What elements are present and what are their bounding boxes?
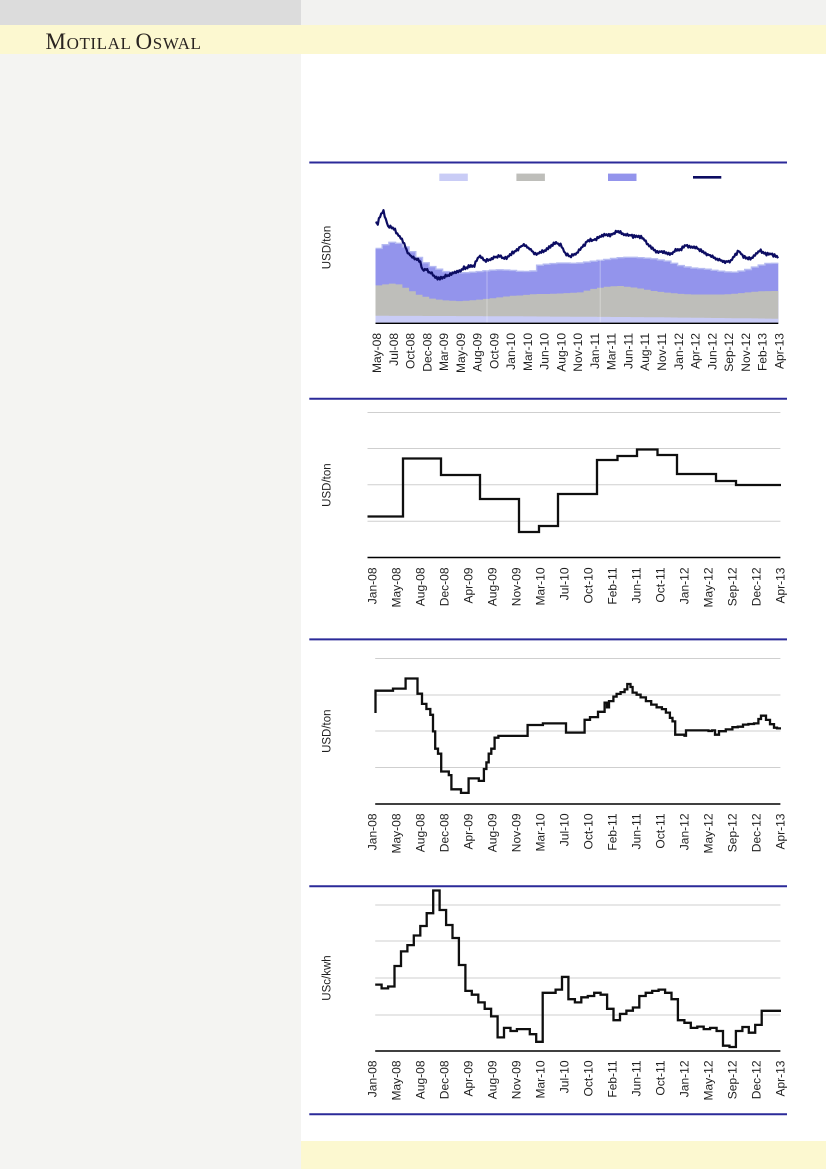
svg-text:Oct-10: Oct-10 (581, 1060, 595, 1096)
svg-text:Jan-12: Jan-12 (677, 813, 691, 850)
svg-text:Mar-11: Mar-11 (605, 333, 619, 370)
svg-text:Aug-09: Aug-09 (485, 813, 499, 852)
svg-text:Aug-09: Aug-09 (471, 333, 485, 372)
svg-text:Feb-13: Feb-13 (756, 333, 770, 371)
svg-text:Jul-10: Jul-10 (557, 1060, 571, 1093)
svg-text:Apr-13: Apr-13 (773, 567, 787, 603)
svg-text:USD/ton: USD/ton (322, 709, 334, 752)
svg-text:Dec-08: Dec-08 (437, 813, 451, 852)
svg-text:Dec-08: Dec-08 (437, 567, 451, 606)
svg-text:Apr-13: Apr-13 (773, 1060, 787, 1096)
svg-text:May-08: May-08 (389, 813, 403, 853)
svg-text:Sep-12: Sep-12 (722, 333, 736, 372)
svg-text:Jun-12: Jun-12 (705, 333, 719, 370)
svg-text:Jan-10: Jan-10 (504, 333, 518, 370)
svg-text:Mar-09: Mar-09 (437, 333, 451, 371)
svg-text:Dec-12: Dec-12 (749, 1060, 763, 1099)
svg-text:Aug-08: Aug-08 (413, 813, 427, 852)
svg-text:Aug-09: Aug-09 (485, 567, 499, 606)
svg-text:Jan-12: Jan-12 (677, 1060, 691, 1097)
svg-text:Apr-09: Apr-09 (461, 1060, 475, 1096)
svg-text:Nov-12: Nov-12 (739, 333, 753, 372)
svg-text:Dec-12: Dec-12 (749, 567, 763, 606)
svg-text:May-12: May-12 (701, 813, 715, 853)
svg-text:May-12: May-12 (701, 567, 715, 607)
svg-text:Oct-11: Oct-11 (653, 567, 667, 602)
svg-text:May-08: May-08 (389, 567, 403, 607)
svg-text:Jun-11: Jun-11 (629, 813, 643, 849)
svg-text:Jan-11: Jan-11 (588, 333, 602, 369)
svg-text:Aug-11: Aug-11 (638, 333, 652, 371)
svg-text:Sep-12: Sep-12 (725, 567, 739, 606)
svg-text:Feb-11: Feb-11 (605, 567, 619, 604)
svg-text:Dec-08: Dec-08 (420, 333, 434, 372)
svg-text:Jan-12: Jan-12 (677, 567, 691, 604)
svg-text:Jun-11: Jun-11 (629, 567, 643, 603)
svg-text:Dec-12: Dec-12 (749, 813, 763, 852)
svg-text:Aug-08: Aug-08 (413, 567, 427, 606)
svg-text:May-08: May-08 (389, 1060, 403, 1100)
svg-text:May-09: May-09 (454, 333, 468, 373)
svg-text:Apr-09: Apr-09 (461, 813, 475, 849)
svg-text:Aug-08: Aug-08 (413, 1060, 427, 1099)
svg-text:May-08: May-08 (370, 333, 384, 373)
svg-text:Mar-10: Mar-10 (521, 333, 535, 371)
svg-text:Dec-08: Dec-08 (437, 1060, 451, 1099)
svg-text:Jun-11: Jun-11 (629, 1060, 643, 1096)
svg-text:Aug-09: Aug-09 (485, 1060, 499, 1099)
svg-text:Sep-12: Sep-12 (725, 813, 739, 852)
svg-text:Nov-09: Nov-09 (509, 1060, 523, 1099)
svg-text:Jun-11: Jun-11 (622, 333, 636, 369)
svg-text:Nov-09: Nov-09 (509, 813, 523, 852)
svg-text:Nov-11: Nov-11 (655, 333, 669, 371)
svg-text:Jan-08: Jan-08 (365, 813, 379, 850)
svg-text:May-12: May-12 (701, 1060, 715, 1100)
svg-text:Apr-09: Apr-09 (461, 567, 475, 603)
svg-text:Oct-11: Oct-11 (653, 813, 667, 848)
svg-text:USc/kwh: USc/kwh (322, 955, 334, 1000)
svg-text:Feb-11: Feb-11 (605, 1060, 619, 1097)
svg-text:Jan-08: Jan-08 (365, 567, 379, 604)
svg-text:Jul-10: Jul-10 (557, 813, 571, 846)
svg-text:USD/ton: USD/ton (322, 463, 334, 506)
svg-text:USD/ton: USD/ton (322, 226, 334, 269)
svg-text:Oct-09: Oct-09 (487, 333, 501, 369)
svg-text:Nov-10: Nov-10 (571, 333, 585, 372)
svg-text:Oct-11: Oct-11 (653, 1060, 667, 1095)
svg-text:Apr-13: Apr-13 (773, 813, 787, 849)
svg-text:Nov-09: Nov-09 (509, 567, 523, 606)
svg-text:Apr-13: Apr-13 (772, 333, 786, 369)
svg-text:Jan-08: Jan-08 (365, 1060, 379, 1097)
svg-text:Oct-10: Oct-10 (581, 567, 595, 603)
svg-text:Mar-10: Mar-10 (533, 567, 547, 605)
svg-text:Sep-12: Sep-12 (725, 1060, 739, 1099)
svg-text:Apr-12: Apr-12 (689, 333, 703, 369)
svg-text:Jul-08: Jul-08 (387, 333, 401, 366)
svg-text:Mar-10: Mar-10 (533, 813, 547, 851)
svg-text:Jul-10: Jul-10 (557, 567, 571, 600)
svg-text:Jan-12: Jan-12 (672, 333, 686, 370)
svg-text:Jun-10: Jun-10 (538, 333, 552, 370)
svg-text:Feb-11: Feb-11 (605, 813, 619, 850)
svg-text:Mar-10: Mar-10 (533, 1060, 547, 1098)
svg-text:Aug-10: Aug-10 (554, 333, 568, 372)
svg-text:Oct-10: Oct-10 (581, 813, 595, 849)
svg-text:Oct-08: Oct-08 (404, 333, 418, 369)
